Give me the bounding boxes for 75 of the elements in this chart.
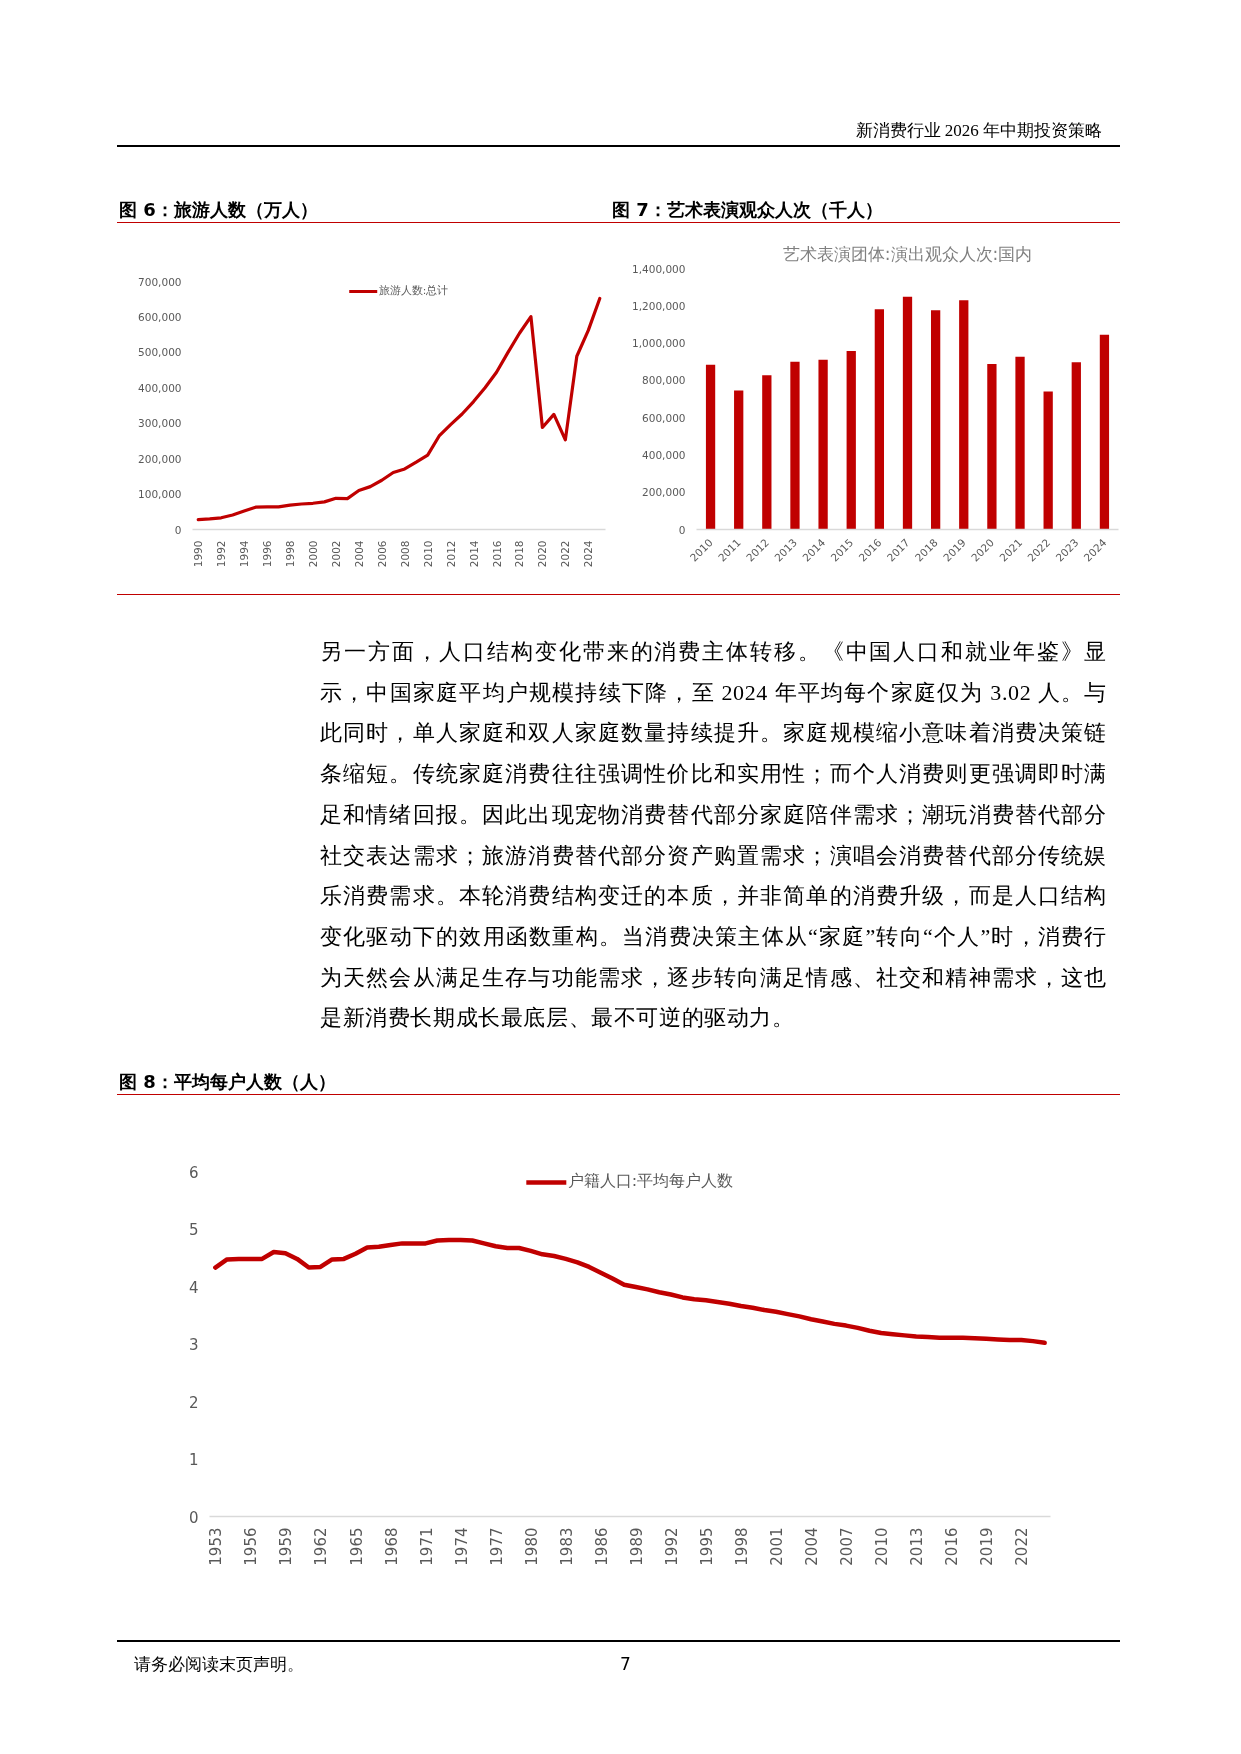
x-tick-label: 2020 — [536, 540, 549, 568]
x-tick-label: 2016 — [943, 1527, 962, 1566]
x-tick-label: 2022 — [559, 540, 572, 568]
chart-title: 图 7：艺术表演观众人次（千人） — [610, 196, 1120, 223]
legend-label: 户籍人口:平均每户人数 — [567, 1171, 734, 1192]
y-tick-label: 6 — [188, 1163, 199, 1182]
text: 7 — [620, 1653, 631, 1676]
x-tick-label: 1994 — [238, 540, 251, 568]
chart-title: 图 8：平均每户人数（人） — [117, 1068, 1120, 1095]
y-tick-label: 700,000 — [138, 275, 182, 288]
x-tick-label: 2018 — [513, 540, 526, 568]
x-tick-label: 1990 — [192, 540, 205, 568]
x-tick-label: 1968 — [382, 1527, 401, 1566]
x-tick-label: 2008 — [398, 540, 411, 568]
x-tick-label: 1953 — [207, 1527, 226, 1566]
legend-label: 旅游人数:总计 — [378, 284, 449, 298]
y-tick-label: 0 — [188, 1508, 199, 1527]
x-tick-label: 1986 — [592, 1527, 611, 1566]
y-tick-label: 200,000 — [138, 452, 182, 465]
x-tick-label: 1983 — [557, 1527, 576, 1566]
x-tick-label: 1989 — [627, 1527, 646, 1566]
x-tick-label: 1998 — [732, 1527, 751, 1566]
x-tick-label: 2024 — [582, 540, 595, 568]
y-tick-label: 5 — [188, 1221, 199, 1239]
x-tick-label: 2010 — [421, 540, 434, 568]
y-tick-label: 800,000 — [642, 374, 686, 387]
x-tick-label: 2002 — [329, 540, 342, 568]
text: 另一方面，人口结构变化带来的消费主体转移。《中国人口和就业年鉴》显示，中国家庭平均户规模持续下降，至 2024 年平均每个家庭仅为 3.02 人。与此同时，单人家庭和双人家庭数量持续提升。家庭规模缩小意味着消费决策链条缩短。传统家庭消费往往强调性价比和实用性；而个人消费则更强调即时满足和情绪回报。因此出现宠物消费替代部分家庭陪伴需求；潮玩消费替代部分社交表达需求；旅游消费替代部分资产购置需求；演唱会消费替代部分传统娱乐消费需求。本轮消费结构变迁的本质，并非简单的消费升级，而是人口结构变化驱动下的效用函数重构。当消费决策主体从“家庭”转向“个人”时，消费行为天然会从满足生存与功能需求，逐步转向满足情感、社交和精神需求，这也是新消费长期成长最底层、最不可逆的驱动力。 — [320, 639, 1107, 1031]
x-tick-label: 1992 — [215, 540, 228, 568]
x-tick-label: 1971 — [417, 1527, 436, 1566]
y-tick-label: 1 — [188, 1451, 199, 1469]
x-tick-label: 2010 — [873, 1527, 892, 1566]
x-tick-label: 2013 — [908, 1527, 927, 1566]
chart-subtitle: 艺术表演团体:演出观众人次:国内 — [782, 243, 1033, 264]
y-tick-label: 400,000 — [138, 381, 182, 394]
y-tick-label: 500,000 — [138, 346, 182, 359]
x-tick-label: 2001 — [768, 1527, 787, 1566]
y-tick-label: 300,000 — [138, 417, 182, 430]
y-tick-label: 3 — [188, 1336, 199, 1354]
y-tick-label: 1,200,000 — [632, 299, 686, 312]
y-tick-label: 600,000 — [138, 310, 182, 323]
y-tick-label: 400,000 — [642, 448, 686, 461]
y-tick-label: 0 — [174, 523, 182, 536]
y-tick-label: 2 — [188, 1393, 199, 1412]
y-tick-label: 0 — [678, 523, 686, 536]
y-tick-label: 1,400,000 — [632, 262, 686, 275]
x-tick-label: 1996 — [261, 540, 274, 568]
chart-title: 图 6：旅游人数（万人） — [117, 196, 610, 223]
x-tick-label: 1959 — [277, 1527, 296, 1566]
x-tick-label: 2019 — [978, 1527, 997, 1566]
y-tick-label: 1,000,000 — [632, 337, 686, 350]
x-tick-label: 2022 — [1013, 1527, 1032, 1566]
x-tick-label: 1965 — [347, 1527, 366, 1566]
x-tick-label: 2012 — [444, 540, 457, 568]
x-tick-label: 1995 — [697, 1527, 716, 1566]
text: 请务必阅读末页声明。 — [134, 1653, 304, 1676]
x-tick-label: 2006 — [375, 540, 388, 568]
y-tick-label: 200,000 — [642, 486, 686, 499]
y-tick-label: 600,000 — [642, 411, 686, 424]
x-tick-label: 1998 — [284, 540, 297, 568]
x-tick-label: 2014 — [467, 540, 480, 568]
x-tick-label: 2004 — [352, 540, 365, 568]
x-tick-label: 1962 — [312, 1527, 331, 1566]
y-tick-label: 100,000 — [138, 488, 182, 501]
x-tick-label: 1974 — [452, 1527, 471, 1566]
x-tick-label: 1980 — [522, 1527, 541, 1566]
x-tick-label: 2016 — [490, 540, 503, 568]
x-tick-label: 2007 — [838, 1527, 857, 1566]
x-tick-label: 2000 — [306, 540, 319, 568]
text: 新消费行业 2026 年中期投资策略 — [855, 119, 1103, 142]
x-tick-label: 1992 — [662, 1527, 681, 1566]
x-tick-label: 1956 — [242, 1527, 261, 1566]
x-tick-label: 2004 — [803, 1527, 822, 1566]
x-tick-label: 1977 — [487, 1527, 506, 1566]
y-tick-label: 4 — [188, 1278, 199, 1297]
